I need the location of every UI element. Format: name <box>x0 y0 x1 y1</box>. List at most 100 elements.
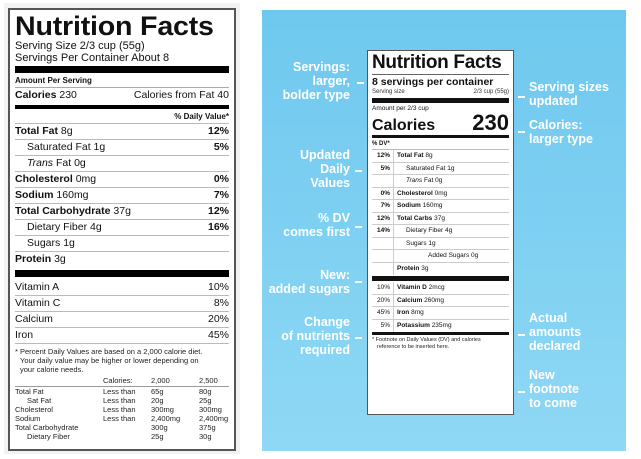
daily-value-header: % Daily Value* <box>15 111 229 124</box>
annotation-line: comes first <box>283 225 350 239</box>
old-label-title: Nutrition Facts <box>15 11 214 41</box>
calories-label: Calories <box>15 89 57 101</box>
vitamin-name: Calcium <box>15 313 53 325</box>
nutrient-name-suffix: Fat <box>55 157 72 169</box>
nutrient-row: Saturated Fat 1g 5% <box>15 140 229 156</box>
amount-per: Amount per 2/3 cup <box>372 105 429 112</box>
ref-cell: Dietary Fiber <box>27 432 70 441</box>
nutrient-amount: 4g <box>90 221 102 233</box>
vitamin-name: Potassium <box>397 321 430 329</box>
ref-cell <box>103 423 151 432</box>
nutrient-dv: 7% <box>213 189 229 201</box>
annotation-calories: Calories: larger type <box>529 118 624 146</box>
nutrient-dv: 14% <box>372 225 394 237</box>
annotation-servings: Servings: larger, bolder type <box>278 60 350 102</box>
annotation-pointer <box>355 170 362 172</box>
nutrient-name: Sodium <box>15 189 54 201</box>
annotation-pointer <box>357 82 364 84</box>
nutrient-dv <box>372 250 394 262</box>
old-footnote: * Percent Daily Values are based on a 2,… <box>15 344 229 376</box>
ref-cell: 2,500 <box>199 376 229 387</box>
footnote-line: * Percent Daily Values are based on a 2,… <box>15 347 203 356</box>
annotation-line: Actual <box>529 311 568 325</box>
nutrient-dv <box>372 175 394 187</box>
nutrient-name: Cholesterol <box>15 173 73 185</box>
nutrient-row: 12% Total Fat 8g <box>372 150 509 163</box>
nutrient-name: Dietary Fiber <box>27 221 88 233</box>
annotation-nutrients-change: Change of nutrients required <box>262 315 350 357</box>
footnote-line: reference to be inserted here. <box>377 344 450 350</box>
nutrient-amount: 8g <box>425 152 433 159</box>
vitamin-row: 10% Vitamin D 2mcg <box>372 282 509 295</box>
vitamin-dv: 5% <box>372 319 394 332</box>
reference-row: Cholesterol Less than 300mg 300mg <box>15 405 229 414</box>
annotation-line: Serving sizes <box>529 80 609 94</box>
annotation-pointer <box>355 226 362 228</box>
vitamin-row: Vitamin C 8% <box>15 296 229 312</box>
divider-medium <box>15 105 229 109</box>
ref-cell: 300mg <box>199 405 222 414</box>
annotation-pointer <box>355 337 362 339</box>
nutrient-amount: 37g <box>434 214 445 222</box>
new-label-title: Nutrition Facts <box>372 52 502 73</box>
footnote-line: your calorie needs. <box>20 365 84 374</box>
nutrient-row: Protein 3g <box>15 252 229 268</box>
new-footnote: * Footnote on Daily Values (DV) and calo… <box>372 337 509 351</box>
reference-header-row: Calories: 2,000 2,500 <box>15 376 229 387</box>
ref-cell: 30g <box>199 432 212 441</box>
nutrient-amount: 0g <box>435 177 443 184</box>
nutrient-amount: 8g <box>60 125 73 137</box>
footnote-line: Your daily value may be higher or lower … <box>20 356 199 365</box>
vitamin-dv: 10% <box>207 281 229 293</box>
new-nutrition-label: Nutrition Facts 8 servings per container… <box>367 50 514 415</box>
vitamin-name: Vitamin C <box>15 297 61 309</box>
ref-cell: 80g <box>199 387 212 396</box>
annotation-line: footnote <box>529 382 579 396</box>
ref-cell: Calories: <box>103 376 151 387</box>
ref-cell: 375g <box>199 423 216 432</box>
annotation-line: of nutrients <box>281 329 350 343</box>
annotation-line: added sugars <box>268 282 350 296</box>
divider-medium <box>372 332 509 335</box>
nutrient-dv <box>372 262 394 275</box>
new-serving-size-row: Serving size 2/3 cup (55g) <box>372 88 509 96</box>
nutrient-row: Sugars 1g <box>15 236 229 252</box>
vitamin-amount: 235mg <box>431 321 452 329</box>
annotation-line: bolder type <box>282 88 350 102</box>
old-serving-size: Serving Size 2/3 cup (55g) <box>15 40 145 52</box>
annotation-line: % DV <box>318 211 350 225</box>
vitamin-name: Iron <box>397 309 410 316</box>
nutrient-name: Saturated Fat <box>406 164 446 172</box>
nutrient-row: 0% Cholesterol 0mg <box>372 187 509 200</box>
vitamin-dv: 10% <box>372 282 394 294</box>
ref-cell: 25g <box>199 396 212 405</box>
vitamin-row: Calcium 20% <box>15 312 229 328</box>
divider-medium <box>372 135 509 138</box>
ref-cell: 2,400mg <box>151 414 181 423</box>
vitamin-dv: 45% <box>372 307 394 319</box>
ref-cell: Total Carbohydrate <box>15 423 79 432</box>
ref-cell: Sat Fat <box>27 396 52 405</box>
annotation-pointer <box>518 391 525 393</box>
ref-cell: 2,000 <box>151 376 199 387</box>
vitamin-name: Iron <box>15 329 34 341</box>
nutrient-name: Cholesterol <box>397 189 433 197</box>
ref-cell: 25g <box>151 432 164 441</box>
ref-cell: Sodium <box>15 414 41 423</box>
new-calories-row: Calories 230 <box>372 112 509 135</box>
annotation-line: updated <box>529 94 578 108</box>
nutrient-amount: 0g <box>471 252 479 259</box>
nutrient-name: Added Sugars <box>428 252 470 259</box>
ref-cell: Cholesterol <box>15 405 53 414</box>
nutrient-row: Trans Fat 0g <box>15 156 229 172</box>
annotation-new-footnote: New footnote to come <box>529 368 624 410</box>
annotation-line: Daily <box>320 162 350 176</box>
nutrient-name: Total Fat <box>15 125 58 137</box>
annotation-line: amounts <box>529 325 582 339</box>
divider-thick <box>372 276 509 281</box>
divider-thin <box>372 74 509 75</box>
divider-thick <box>372 98 509 103</box>
nutrient-dv: 12% <box>372 150 394 162</box>
nutrient-amount: 160mg <box>422 202 443 209</box>
annotation-pointer <box>518 96 525 98</box>
